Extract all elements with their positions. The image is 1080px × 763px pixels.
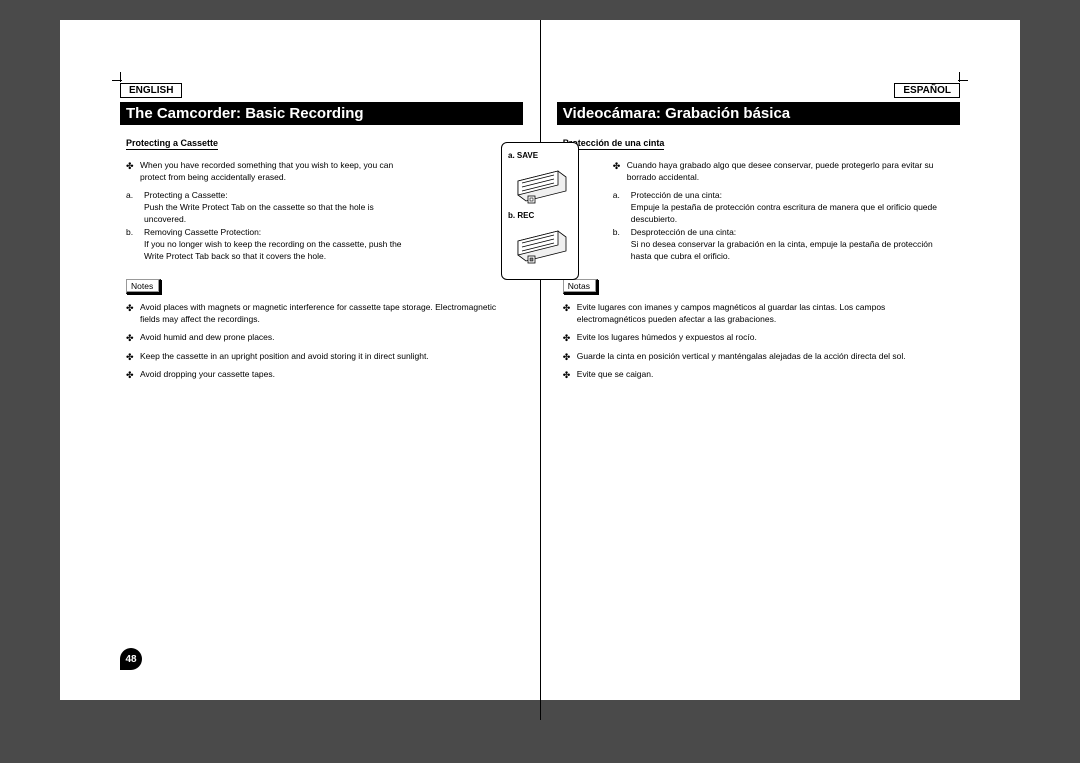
subsection-title-left: Protecting a Cassette — [126, 138, 218, 150]
cassette-rec-icon — [510, 223, 570, 265]
manual-page: ENGLISH The Camcorder: Basic Recording P… — [60, 20, 1020, 700]
list-item: b. Desprotección de una cinta: Si no des… — [613, 227, 960, 263]
item-b-title-left: Removing Cassette Protection: — [144, 227, 261, 237]
bullet-icon: ✤ — [126, 302, 140, 326]
bullet-icon: ✤ — [563, 351, 577, 364]
item-b-body-left: If you no longer wish to keep the record… — [144, 239, 402, 261]
note-item: ✤ Keep the cassette in an upright positi… — [126, 351, 523, 364]
note-text: Evite los lugares húmedos y expuestos al… — [577, 332, 960, 345]
intro-bullet-right: ✤ Cuando haya grabado algo que desee con… — [613, 160, 960, 184]
note-item: ✤ Evite los lugares húmedos y expuestos … — [563, 332, 960, 345]
language-label-spanish: ESPAÑOL — [894, 83, 960, 98]
list-letter: b. — [613, 227, 631, 263]
note-item: ✤ Avoid places with magnets or magnetic … — [126, 302, 523, 326]
section-title-left: The Camcorder: Basic Recording — [120, 102, 523, 125]
note-item: ✤ Evite lugares con imanes y campos magn… — [563, 302, 960, 326]
intro-text-right: Cuando haya grabado algo que desee conse… — [627, 160, 960, 184]
bullet-icon: ✤ — [563, 302, 577, 326]
note-item: ✤ Avoid dropping your cassette tapes. — [126, 369, 523, 382]
bullet-icon: ✤ — [563, 332, 577, 345]
list-letter: a. — [613, 190, 631, 226]
intro-bullet-left: ✤ When you have recorded something that … — [126, 160, 410, 184]
item-b-title-right: Desprotección de una cinta: — [631, 227, 736, 237]
cassette-save-icon — [510, 163, 570, 205]
bullet-icon: ✤ — [126, 160, 140, 184]
note-text: Avoid places with magnets or magnetic in… — [140, 302, 523, 326]
left-column: ENGLISH The Camcorder: Basic Recording P… — [120, 80, 523, 388]
language-label-english: ENGLISH — [120, 83, 182, 98]
item-a-body-right: Empuje la pestaña de protección contra e… — [631, 202, 937, 224]
item-a-body-left: Push the Write Protect Tab on the casset… — [144, 202, 374, 224]
note-item: ✤ Guarde la cinta en posición vertical y… — [563, 351, 960, 364]
list-letter: a. — [126, 190, 144, 226]
diagram-label-rec: b. REC — [508, 211, 574, 220]
item-a-title-right: Protección de una cinta: — [631, 190, 722, 200]
notes-label-right: Notas — [563, 279, 598, 294]
item-a-title-left: Protecting a Cassette: — [144, 190, 228, 200]
notes-label-left: Notes — [126, 279, 161, 294]
list-item: b. Removing Cassette Protection: If you … — [126, 227, 410, 263]
bullet-icon: ✤ — [126, 332, 140, 345]
note-item: ✤ Evite que se caigan. — [563, 369, 960, 382]
item-b-body-right: Si no desea conservar la grabación en la… — [631, 239, 933, 261]
note-item: ✤ Avoid humid and dew prone places. — [126, 332, 523, 345]
list-item: a. Protección de una cinta: Empuje la pe… — [613, 190, 960, 226]
section-title-right: Videocámara: Grabación básica — [557, 102, 960, 125]
page-content: ENGLISH The Camcorder: Basic Recording P… — [120, 80, 960, 660]
intro-text-left: When you have recorded something that yo… — [140, 160, 410, 184]
cassette-diagram-box: a. SAVE b. REC — [501, 142, 579, 280]
right-column: ESPAÑOL Videocámara: Grabación básica Pr… — [557, 80, 960, 388]
diagram-label-save: a. SAVE — [508, 151, 574, 160]
page-number-badge: 48 — [120, 648, 142, 670]
list-item: a. Protecting a Cassette: Push the Write… — [126, 190, 410, 226]
note-text: Avoid dropping your cassette tapes. — [140, 369, 523, 382]
bullet-icon: ✤ — [126, 351, 140, 364]
note-text: Evite lugares con imanes y campos magnét… — [577, 302, 960, 326]
note-text: Keep the cassette in an upright position… — [140, 351, 523, 364]
bullet-icon: ✤ — [613, 160, 627, 184]
bullet-icon: ✤ — [126, 369, 140, 382]
list-letter: b. — [126, 227, 144, 263]
column-divider — [540, 20, 541, 720]
note-text: Avoid humid and dew prone places. — [140, 332, 523, 345]
bullet-icon: ✤ — [563, 369, 577, 382]
note-text: Evite que se caigan. — [577, 369, 960, 382]
note-text: Guarde la cinta en posición vertical y m… — [577, 351, 960, 364]
